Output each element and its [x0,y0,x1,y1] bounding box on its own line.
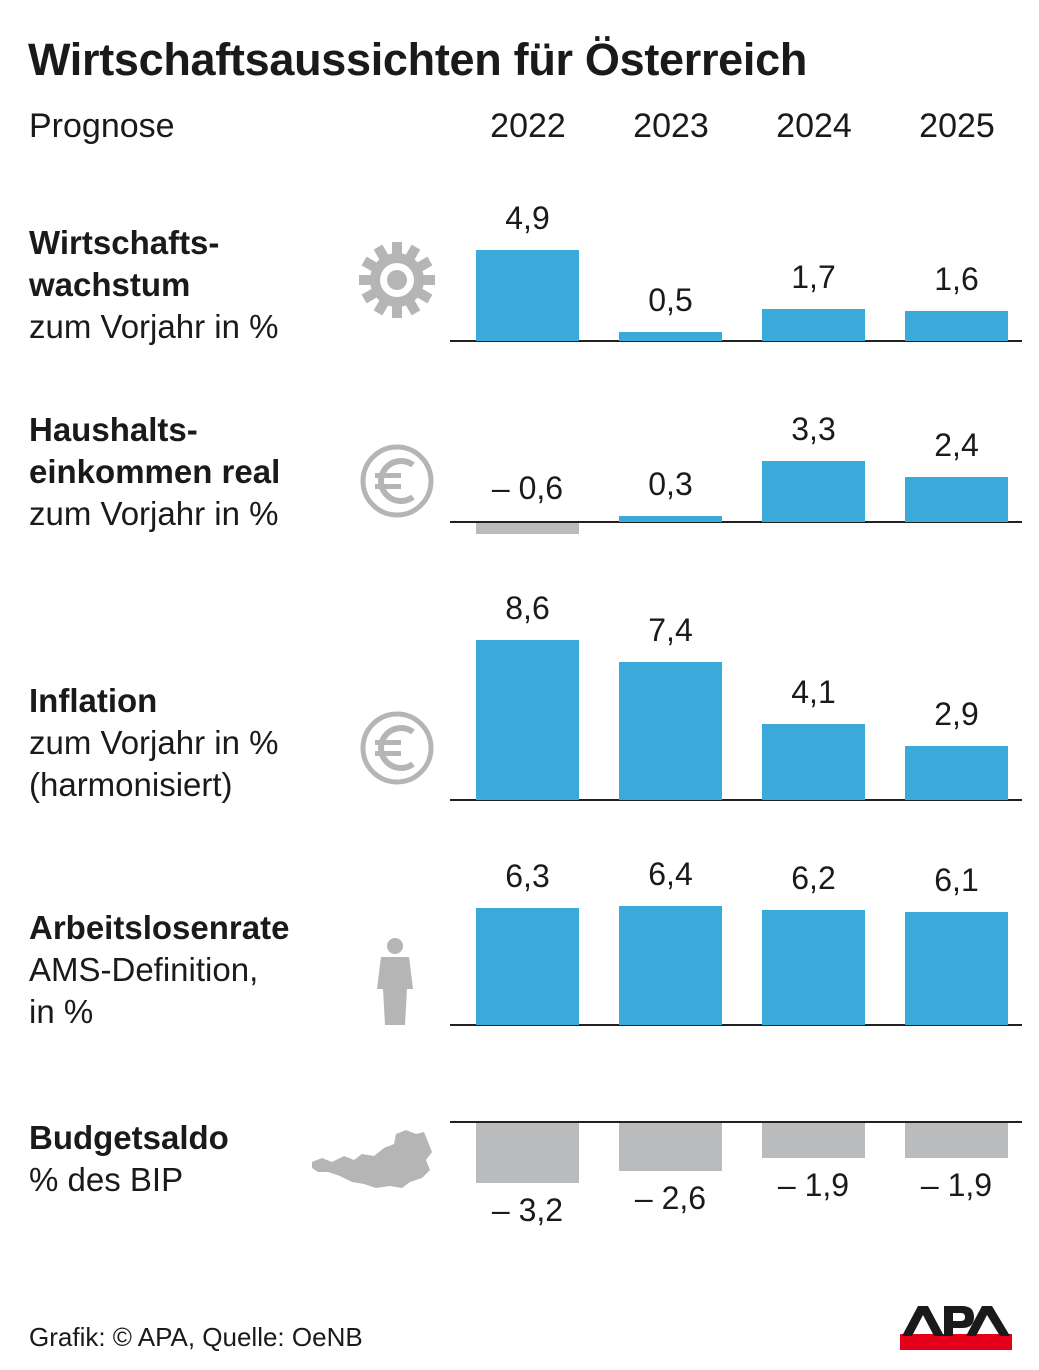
axis-line [450,799,1022,801]
data-label: 1,6 [934,261,979,298]
data-label: 6,1 [934,861,979,898]
bar [476,249,579,341]
data-label: – 2,6 [634,1180,707,1217]
panel-subtitle: % des BIP [29,1161,184,1198]
data-label: 4,9 [505,199,550,236]
bar [476,523,579,535]
austria-map-icon [310,1126,434,1199]
data-label: 6,3 [505,857,550,894]
axis-line [450,1024,1022,1026]
gear-icon [357,240,437,325]
panel-title: Budgetsaldo [29,1119,229,1156]
year-label-2024: 2024 [776,107,852,145]
panel-subtitle: AMS-Definition, [29,951,259,988]
panel-label: Inflation zum Vorjahr in % (harmonisiert) [29,680,278,806]
data-label: – 1,9 [777,1167,850,1204]
panel-subtitle: zum Vorjahr in % [29,308,279,345]
bar [905,746,1008,800]
year-label-2022: 2022 [490,107,566,145]
data-label: 6,4 [648,855,693,892]
bar [476,640,579,800]
bar [905,1123,1008,1159]
data-label: 6,2 [791,859,836,896]
person-icon [375,937,415,1032]
euro-icon [359,443,435,524]
panel-label: Budgetsaldo % des BIP [29,1117,229,1201]
bar [905,477,1008,522]
axis-line [450,340,1022,342]
apa-logo [900,1302,1012,1357]
panel-label: Wirtschafts-wachstum zum Vorjahr in % [29,222,278,348]
bar [619,662,722,800]
bar [762,723,865,800]
data-label: 1,7 [791,259,836,296]
panel-label: Arbeitslosenrate AMS-Definition, in % [29,907,289,1033]
bar [762,460,865,522]
data-label: 8,6 [505,590,550,627]
panel-subtitle: zum Vorjahr in % [29,495,279,532]
bar [619,331,722,341]
panel-title: Haushalts- [29,411,198,448]
data-label: – 3,2 [491,1191,564,1228]
data-label: 7,4 [648,612,693,649]
data-label: 2,4 [934,427,979,464]
data-label: 2,9 [934,696,979,733]
panel-title: Wirtschafts- [29,224,220,261]
bar [619,516,722,522]
source-credit: Grafik: © APA, Quelle: OeNB [29,1322,363,1352]
chart-title: Wirtschaftsaussichten für Österreich [28,34,808,85]
bar [905,911,1008,1025]
year-label-2025: 2025 [919,107,995,145]
bar [762,909,865,1025]
bar [619,905,722,1025]
panel-subtitle: in % [29,993,94,1030]
bar [762,1123,865,1159]
panel-title: einkommen real [29,453,281,490]
data-label: – 0,6 [491,470,564,506]
panel-subtitle: zum Vorjahr in % [29,724,279,761]
data-label: 0,5 [648,281,693,318]
data-label: 0,3 [648,466,693,503]
bar [476,1123,579,1183]
bar [619,1123,722,1172]
panel-title: wachstum [29,266,191,303]
panel-label: Haushalts-einkommen real zum Vorjahr in % [29,409,280,535]
euro-icon [359,710,435,791]
chart-subtitle: Prognose [29,107,175,145]
bar [762,309,865,341]
panel-title: Arbeitslosenrate [29,909,290,946]
axis-line [450,521,1022,523]
data-label: 4,1 [791,673,836,710]
panel-subtitle: (harmonisiert) [29,766,233,803]
panel-title: Inflation [29,682,158,719]
data-label: 3,3 [791,410,836,447]
bar [905,311,1008,341]
bar [476,907,579,1025]
axis-line [450,1121,1022,1123]
data-label: – 1,9 [920,1167,993,1204]
year-label-2023: 2023 [633,107,709,145]
